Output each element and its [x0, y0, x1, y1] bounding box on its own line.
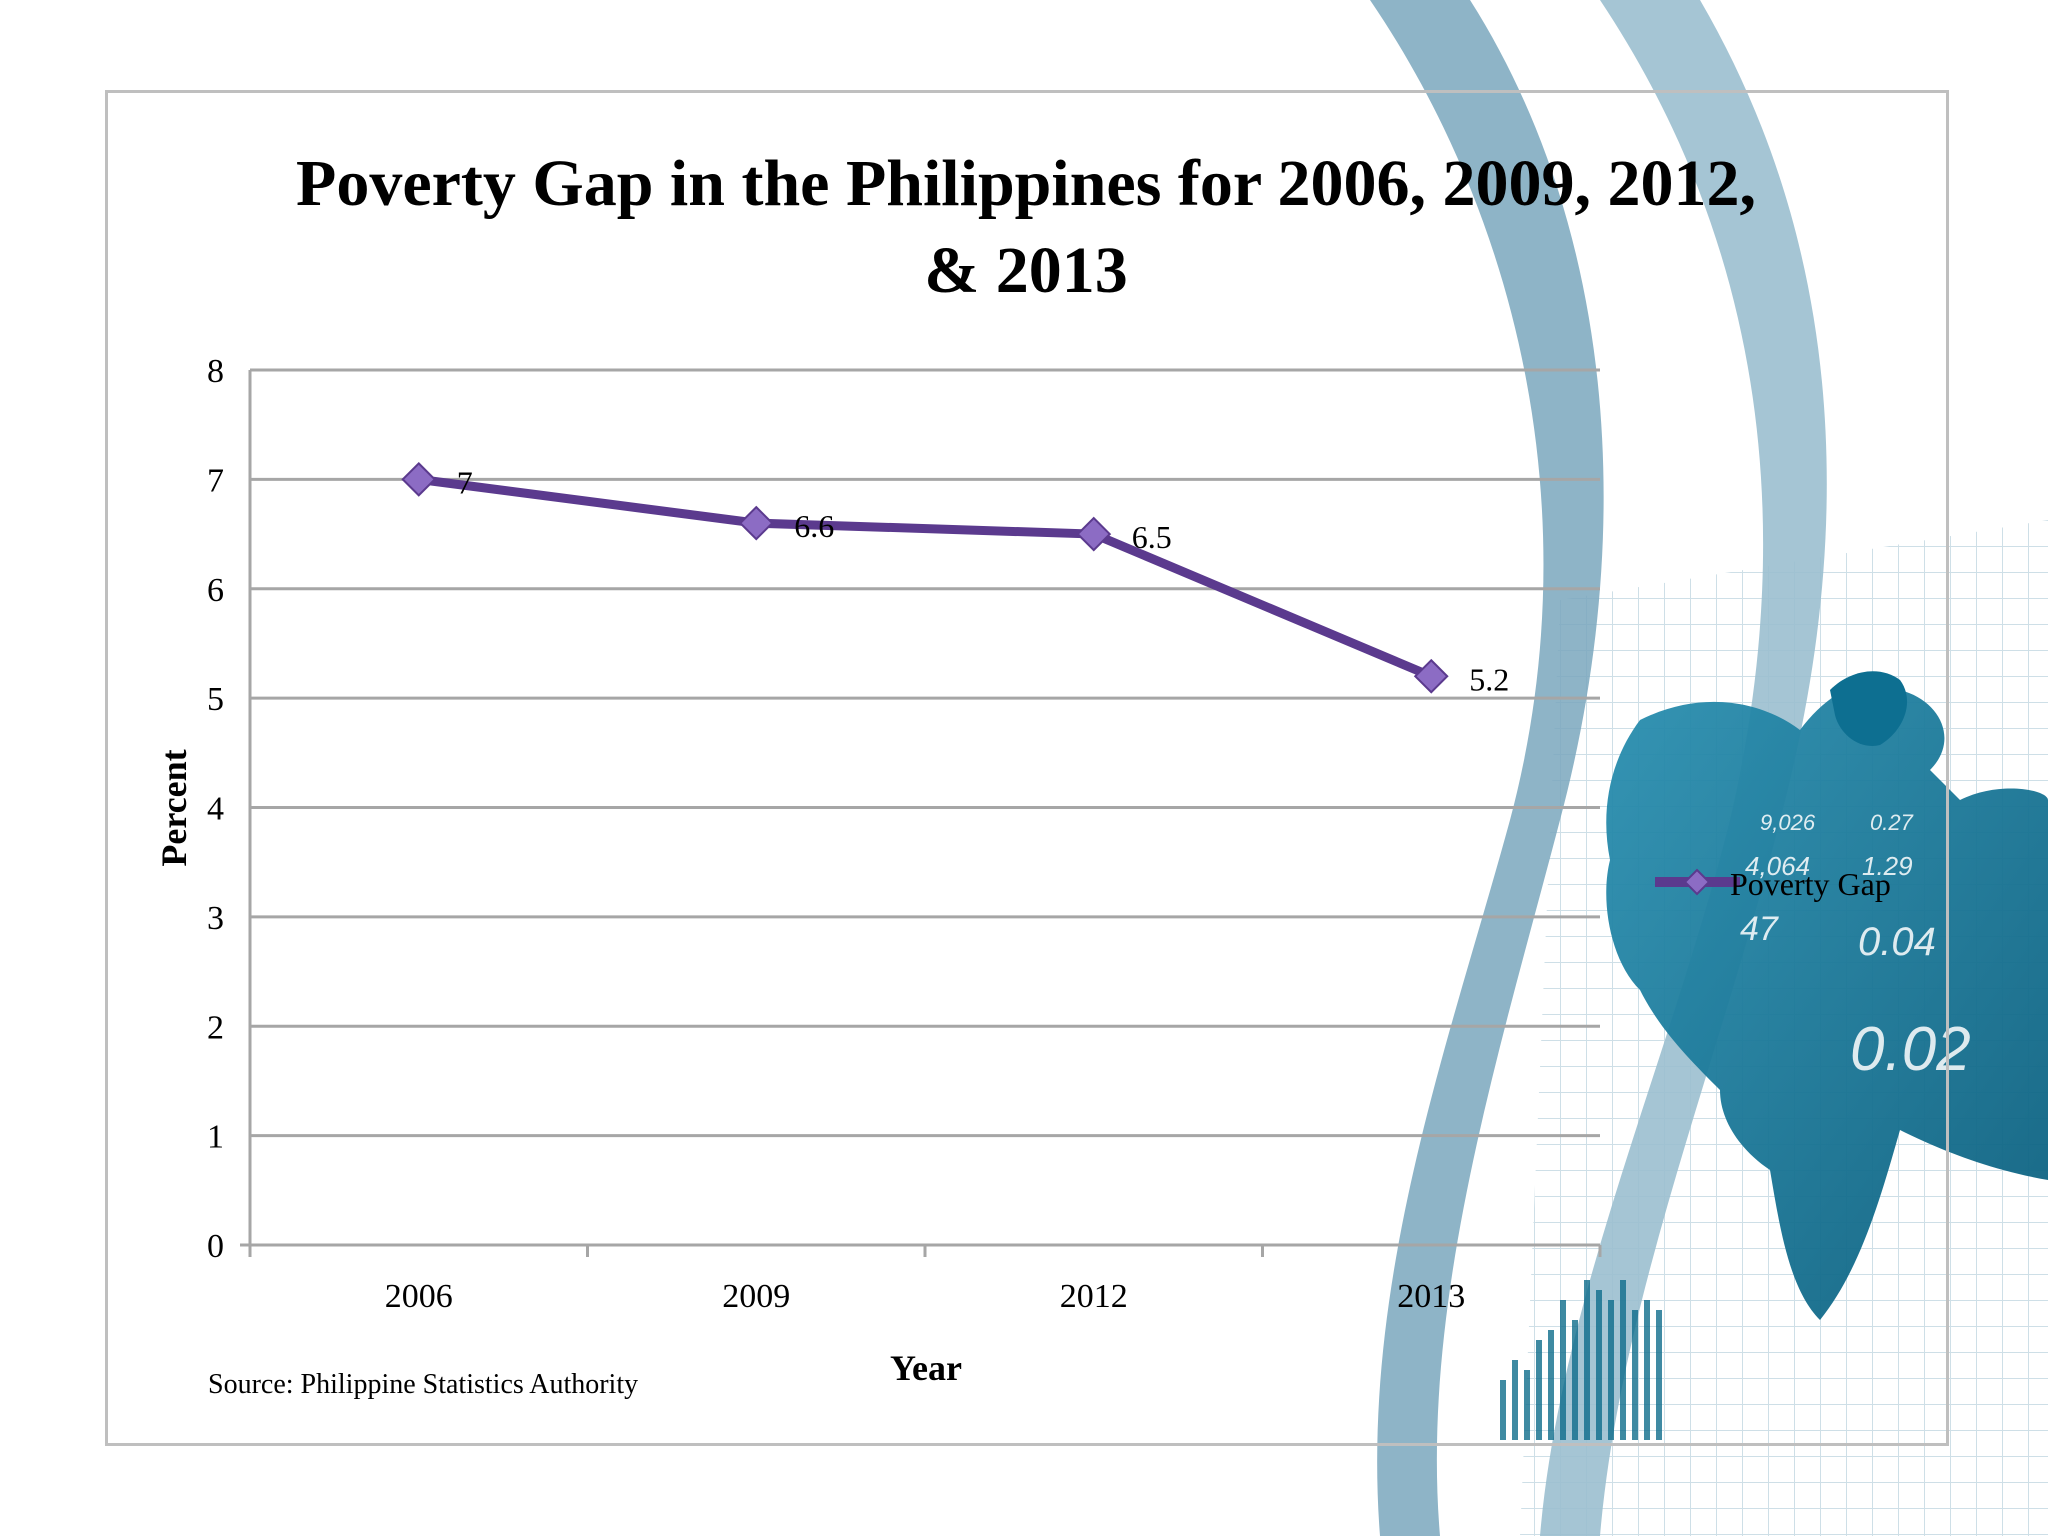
y-tick-label: 5 [207, 681, 224, 718]
decor-swoosh-outer [1370, 0, 1604, 1536]
decor-numbers: 9,026 0.27 4,064 1.29 47 0.04 0.02 [1740, 810, 1971, 1084]
data-point-marker [1413, 658, 1449, 694]
svg-text:9,026: 9,026 [1760, 810, 1816, 835]
svg-text:4,064: 4,064 [1745, 851, 1810, 881]
legend: Poverty Gap [1655, 866, 1891, 902]
y-tick-label: 1 [207, 1119, 224, 1156]
decor-swoosh-inner [1540, 0, 1827, 1536]
decor-greenland [1830, 671, 1908, 746]
y-tick-label: 0 [207, 1228, 224, 1265]
y-tick-labels: 0 1 2 3 4 5 6 7 8 [207, 353, 224, 1265]
legend-label: Poverty Gap [1730, 866, 1891, 902]
svg-text:0.27: 0.27 [1870, 810, 1914, 835]
svg-text:0.04: 0.04 [1858, 920, 1936, 964]
svg-text:47: 47 [1740, 910, 1779, 948]
y-tick-label: 4 [207, 791, 224, 828]
data-point-marker [738, 505, 774, 541]
svg-text:0.02: 0.02 [1850, 1015, 1971, 1084]
data-point-marker [1076, 516, 1112, 552]
y-tick-label: 3 [207, 900, 224, 937]
y-tick-label: 2 [207, 1009, 224, 1046]
x-tick-label: 2009 [722, 1278, 790, 1315]
y-tick-label: 7 [207, 462, 224, 499]
x-tick-label: 2013 [1397, 1278, 1465, 1315]
source-note: Source: Philippine Statistics Authority [208, 1369, 638, 1400]
data-point-marker [401, 461, 437, 497]
decor-world-map [1606, 682, 2048, 1320]
decor-bars [1500, 1280, 1662, 1440]
series-line [418, 474, 1433, 681]
data-label: 5.2 [1469, 661, 1509, 697]
chart-frame [105, 90, 1949, 1446]
data-label: 6.5 [1132, 519, 1172, 555]
data-label: 7 [457, 464, 473, 500]
data-label: 6.6 [794, 508, 834, 544]
x-tick-labels: 2006 2009 2012 2013 [385, 1278, 1466, 1315]
x-tick-label: 2006 [385, 1278, 453, 1315]
chart-title-line-1: Poverty Gap in the Philippines for 2006,… [296, 147, 1756, 220]
axes [240, 370, 1602, 1257]
gridlines [250, 368, 1600, 1138]
chart-title-line-2: & 2013 [924, 234, 1127, 307]
y-tick-label: 6 [207, 572, 224, 609]
y-tick-label: 8 [207, 353, 224, 390]
x-axis-title: Year [890, 1348, 962, 1388]
data-labels: 7 6.6 6.5 5.2 [457, 464, 1510, 697]
x-tick-label: 2012 [1060, 1278, 1128, 1315]
svg-text:1.29: 1.29 [1862, 851, 1913, 881]
y-axis-title: Percent [154, 749, 194, 866]
series-poverty-gap [401, 461, 1449, 694]
legend-marker-swatch [1683, 868, 1711, 896]
